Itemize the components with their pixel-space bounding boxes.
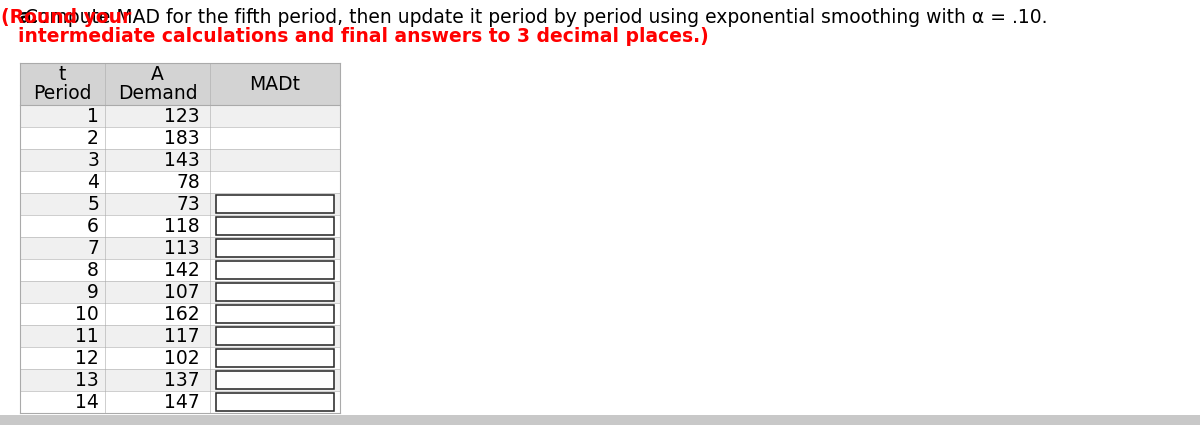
Bar [20,281,340,303]
Bar [20,237,340,259]
Text: Demand: Demand [118,84,197,103]
Text: 113: 113 [164,238,200,257]
Text: 2: 2 [88,128,98,148]
Bar [216,393,334,411]
Bar [20,369,340,391]
Text: 143: 143 [164,151,200,170]
Text: 137: 137 [164,370,200,389]
Text: intermediate calculations and final answers to 3 decimal places.): intermediate calculations and final answ… [18,27,709,46]
Bar [20,63,340,105]
Text: 107: 107 [164,283,200,302]
Bar [216,349,334,367]
Text: 12: 12 [76,349,98,368]
Bar [0,415,1200,425]
Text: 1: 1 [88,106,98,125]
Text: 3: 3 [88,151,98,170]
Bar [216,261,334,279]
Text: 10: 10 [76,304,98,323]
Text: MADt: MADt [250,74,300,93]
Bar [216,371,334,389]
Bar [20,105,340,127]
Text: 8: 8 [88,260,98,280]
Text: t: t [59,65,66,84]
Text: 147: 147 [164,392,200,412]
Text: a.: a. [18,8,37,27]
Bar [20,259,340,281]
Text: 117: 117 [164,326,200,346]
Text: 78: 78 [176,172,200,191]
Text: A: A [151,65,164,84]
Bar [20,391,340,413]
Text: 6: 6 [88,217,98,236]
Bar [20,127,340,149]
Text: Period: Period [34,84,91,103]
Text: 162: 162 [164,304,200,323]
Bar [216,283,334,301]
Bar [20,303,340,325]
Text: 13: 13 [76,370,98,389]
Text: 4: 4 [88,172,98,191]
Text: 9: 9 [88,283,98,302]
Bar [216,195,334,213]
Bar [20,347,340,369]
Bar [20,325,340,347]
Text: (Round your: (Round your [1,8,131,27]
Text: 73: 73 [176,194,200,214]
Bar [216,327,334,345]
Text: 142: 142 [164,260,200,280]
Bar [20,171,340,193]
Bar [216,217,334,235]
Text: 14: 14 [76,392,98,412]
Bar [216,305,334,323]
Bar [20,193,340,215]
Bar [20,149,340,171]
Text: 118: 118 [164,217,200,236]
Text: 183: 183 [164,128,200,148]
Bar [216,239,334,257]
Text: 5: 5 [88,194,98,214]
Text: 7: 7 [88,238,98,257]
Text: Compute MAD for the fifth period, then update it period by period using exponent: Compute MAD for the fifth period, then u… [19,8,1054,27]
Text: 123: 123 [164,106,200,125]
Text: 102: 102 [164,349,200,368]
Bar [20,215,340,237]
Text: 11: 11 [76,326,98,346]
